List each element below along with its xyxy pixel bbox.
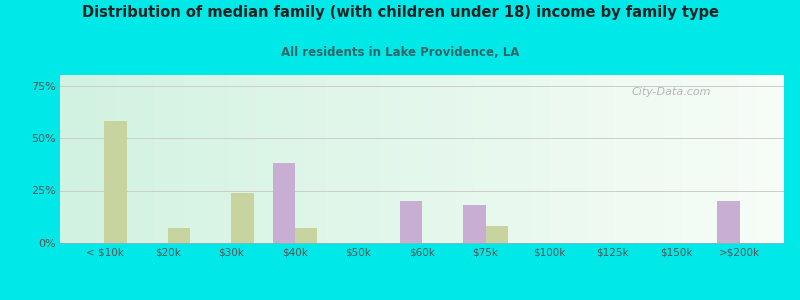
Bar (463, 205, 486, 243)
Bar (400, 201, 422, 243)
Bar (718, 201, 739, 243)
Bar (168, 228, 190, 243)
Bar (273, 163, 295, 243)
Bar (486, 226, 508, 243)
Bar (295, 228, 318, 243)
Text: Distribution of median family (with children under 18) income by family type: Distribution of median family (with chil… (82, 4, 718, 20)
Bar (231, 193, 254, 243)
Text: All residents in Lake Providence, LA: All residents in Lake Providence, LA (281, 46, 519, 59)
Text: City-Data.com: City-Data.com (632, 87, 711, 97)
Bar (105, 121, 126, 243)
